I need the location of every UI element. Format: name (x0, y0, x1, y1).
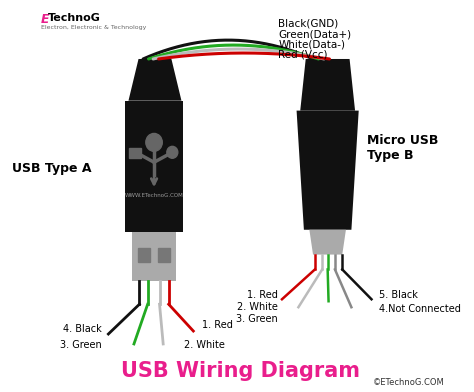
Circle shape (146, 133, 162, 151)
Polygon shape (132, 232, 176, 281)
Text: TechnoG: TechnoG (48, 13, 101, 23)
Polygon shape (128, 59, 182, 101)
Text: 1. Red: 1. Red (246, 290, 277, 300)
Text: Green(Data+): Green(Data+) (278, 29, 351, 39)
Circle shape (167, 146, 178, 158)
Bar (129, 148, 141, 158)
Text: E: E (41, 13, 49, 26)
Polygon shape (125, 101, 183, 232)
Text: Electron, Electronic & Technology: Electron, Electronic & Technology (41, 25, 146, 30)
Text: White(Data-): White(Data-) (278, 39, 346, 49)
Bar (158, 248, 171, 261)
Text: 1. Red: 1. Red (202, 320, 233, 330)
Text: 3. Green: 3. Green (236, 314, 277, 324)
Bar (137, 248, 150, 261)
Text: 5. Black: 5. Black (379, 290, 418, 300)
Text: 4. Black: 4. Black (63, 324, 102, 334)
Text: WWW.ETechnoG.COM: WWW.ETechnoG.COM (125, 192, 183, 198)
Polygon shape (300, 59, 355, 111)
Polygon shape (310, 230, 346, 254)
Text: 2. White: 2. White (237, 302, 277, 312)
Polygon shape (297, 111, 359, 230)
Text: Micro USB
Type B: Micro USB Type B (367, 134, 438, 162)
Text: 2. White: 2. White (184, 340, 225, 350)
Text: 3. Green: 3. Green (60, 340, 102, 350)
Text: 4.Not Connected: 4.Not Connected (379, 304, 461, 314)
Text: Black(GND): Black(GND) (278, 18, 338, 28)
Text: USB Type A: USB Type A (11, 162, 91, 175)
Text: USB Wiring Diagram: USB Wiring Diagram (121, 361, 360, 381)
Text: ©ETechnoG.COM: ©ETechnoG.COM (373, 377, 445, 387)
Text: Red (Vcc): Red (Vcc) (278, 49, 328, 59)
